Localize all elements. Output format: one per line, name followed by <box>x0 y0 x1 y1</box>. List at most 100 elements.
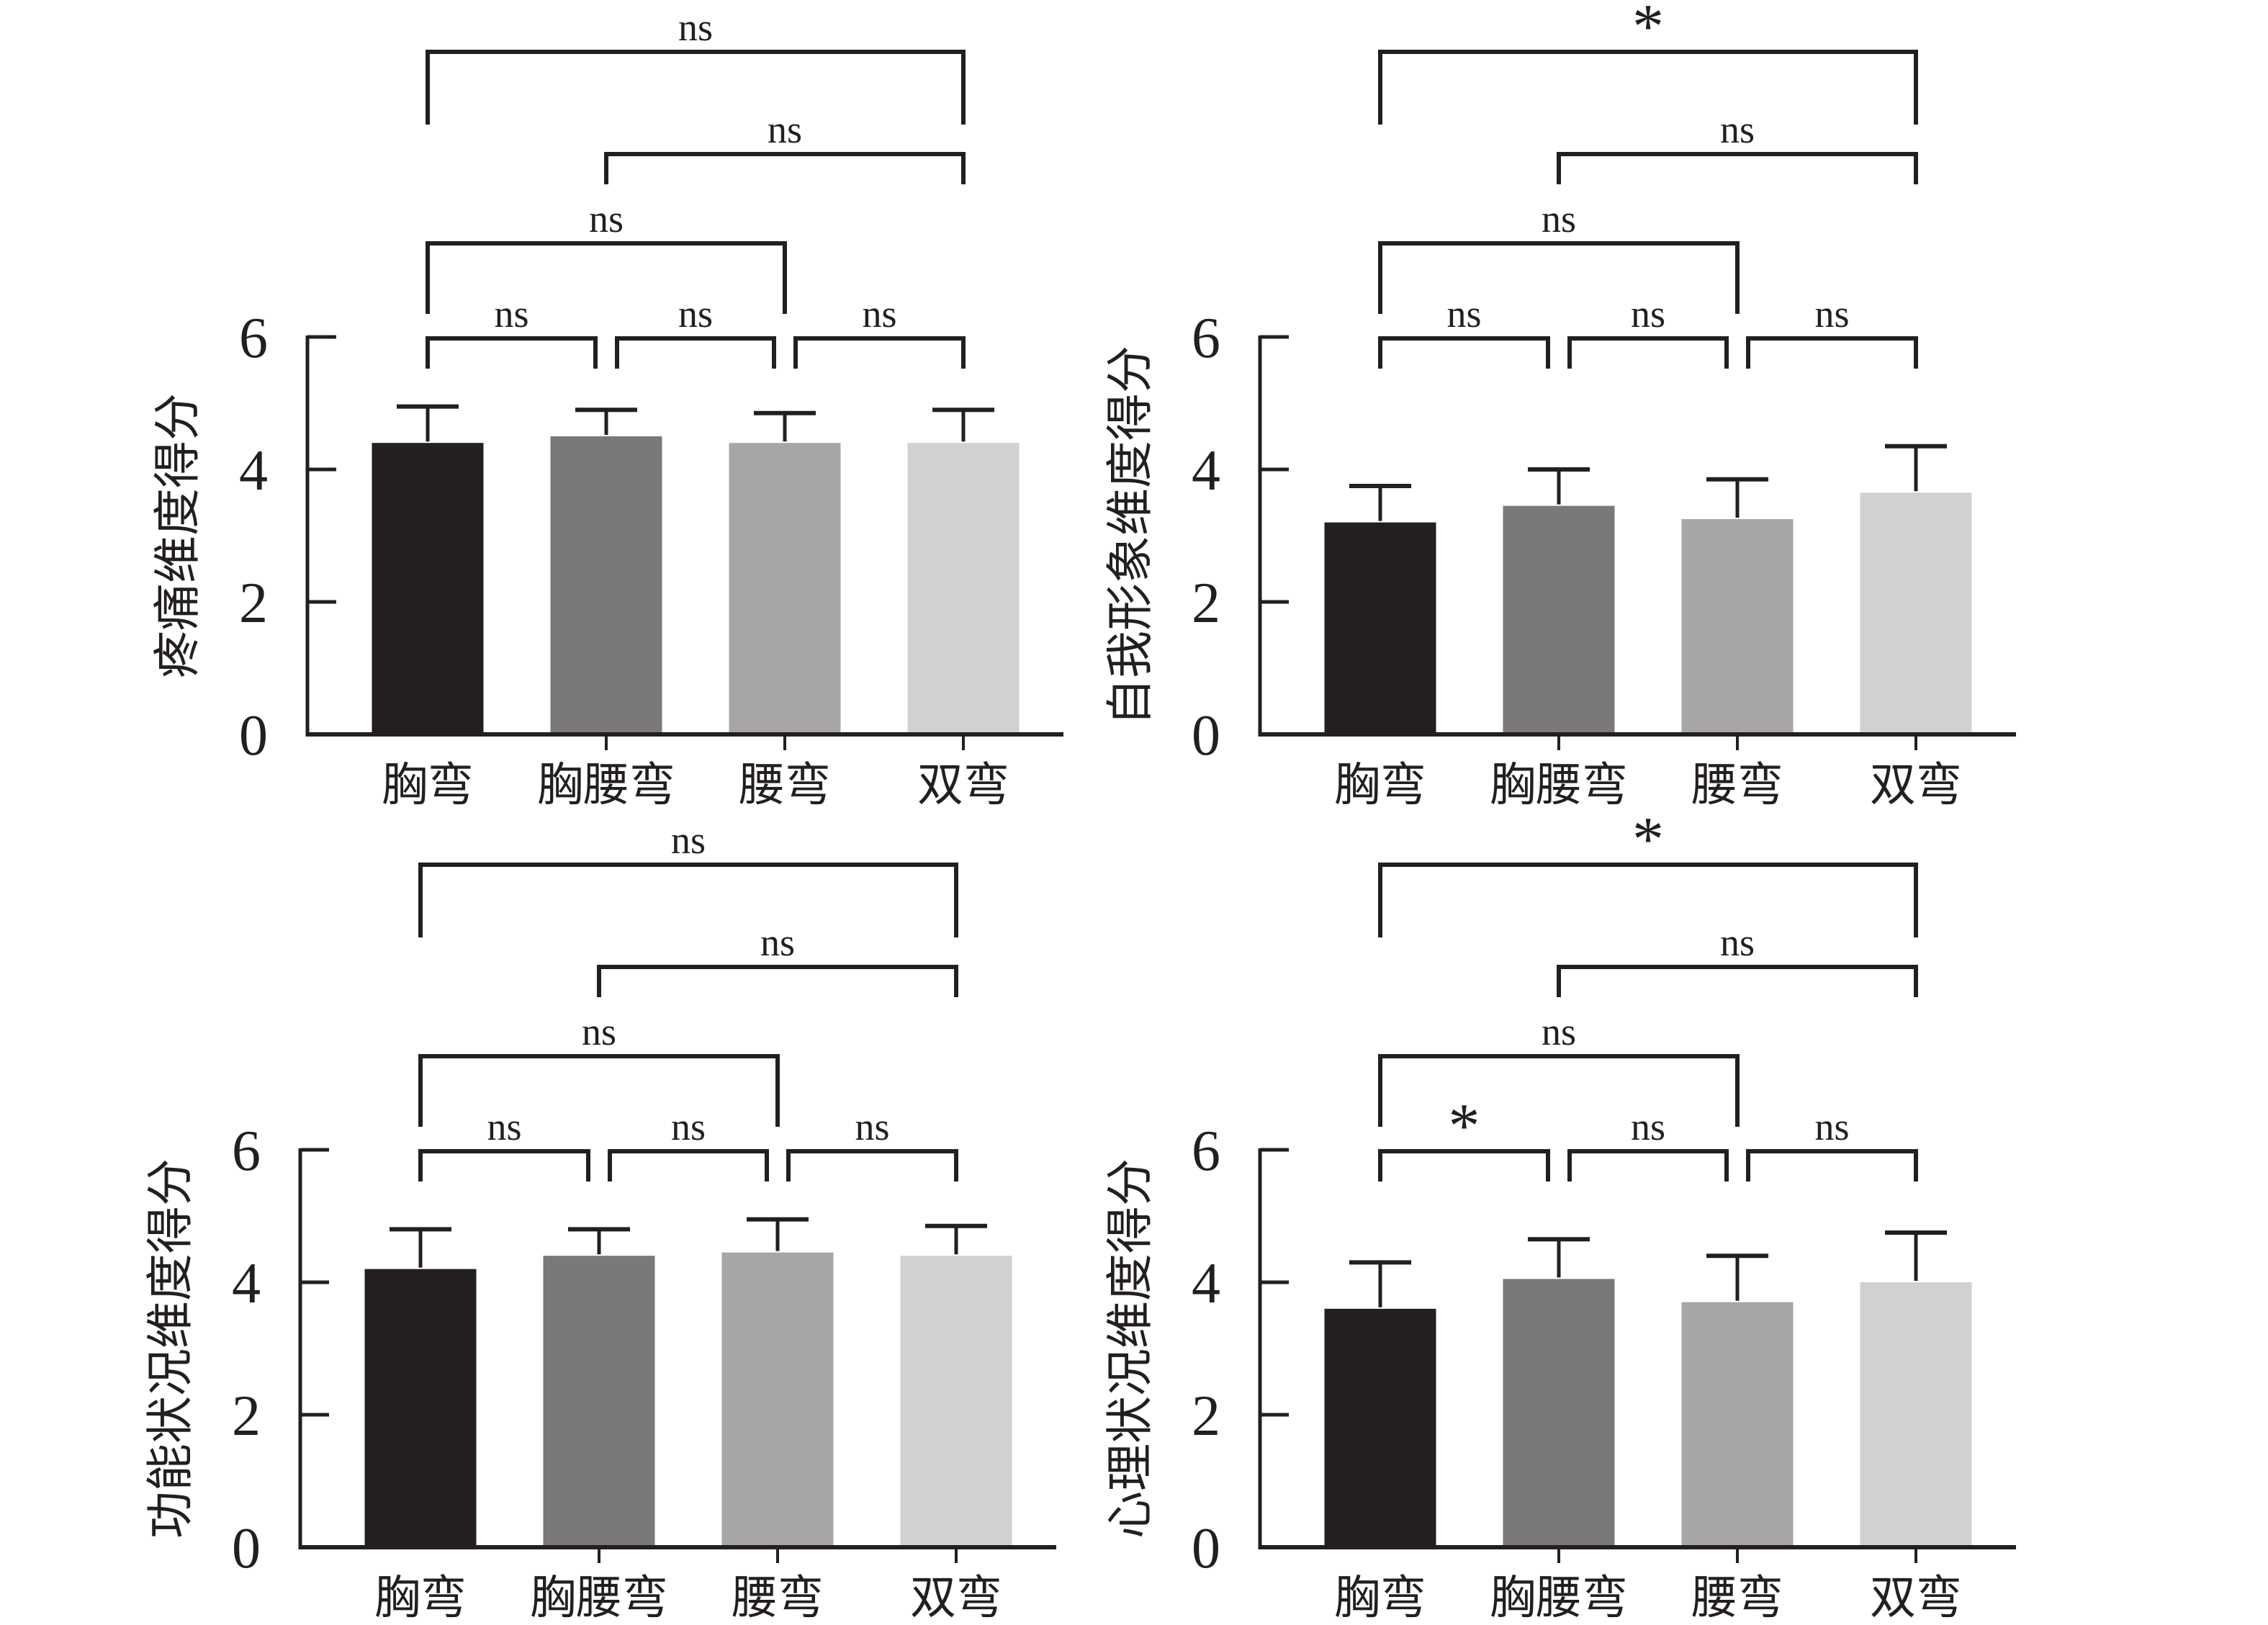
bar-胸弯 <box>1324 522 1436 734</box>
bar-腰弯 <box>721 1252 834 1547</box>
x-tick-label: 胸腰弯 <box>530 1572 668 1624</box>
significance-label: ns <box>1720 921 1755 964</box>
significance-label: ns <box>760 921 795 964</box>
x-tick-label: 双弯 <box>917 760 1009 811</box>
y-axis-title: 功能状况维度得分 <box>145 1158 197 1539</box>
x-tick-label: 腰弯 <box>1691 1572 1783 1624</box>
bar-胸弯 <box>1324 1308 1436 1547</box>
x-tick-label: 胸腰弯 <box>1490 1572 1628 1624</box>
significance-bracket <box>1557 152 1918 184</box>
significance-bracket <box>615 336 776 369</box>
significance-label: ns <box>1814 292 1849 336</box>
significance-label: ns <box>1631 292 1665 336</box>
y-tick-label: 4 <box>239 439 268 503</box>
significance-bracket <box>1378 50 1918 125</box>
significance-label: ns <box>589 197 624 240</box>
x-tick-label: 胸弯 <box>382 760 474 811</box>
significance-label: ns <box>855 1105 889 1148</box>
significance-label: ns <box>582 1010 616 1053</box>
significance-label: * <box>1449 1091 1480 1161</box>
x-tick-label: 双弯 <box>910 1572 1002 1624</box>
significance-bracket <box>1567 336 1729 369</box>
x-tick-label: 胸弯 <box>1334 760 1426 811</box>
y-tick-label: 6 <box>232 1120 261 1183</box>
significance-bracket <box>1557 965 1918 997</box>
y-tick-label: 6 <box>1192 1120 1220 1183</box>
x-tick-label: 胸弯 <box>374 1572 467 1624</box>
significance-label: * <box>1632 805 1664 875</box>
significance-label: ns <box>1631 1105 1665 1148</box>
bar-腰弯 <box>1681 1302 1794 1547</box>
bar-双弯 <box>1860 1282 1972 1547</box>
significance-label: ns <box>768 108 802 151</box>
x-tick-label: 腰弯 <box>732 1572 824 1624</box>
y-axis-title: 疼痛维度得分 <box>152 393 204 678</box>
significance-bracket <box>1378 863 1918 937</box>
x-tick-label: 双弯 <box>1870 1572 1962 1624</box>
bar-双弯 <box>907 443 1020 734</box>
y-tick-label: 0 <box>1192 704 1220 768</box>
bar-双弯 <box>1860 492 1972 734</box>
x-tick-label: 腰弯 <box>739 760 831 811</box>
bar-胸弯 <box>372 443 484 734</box>
chart-pain-dimension: 胸弯 胸腰弯 腰弯 双弯 0 2 4 6 疼痛维度得分 ns ns ns ns ns ns <box>152 6 1063 811</box>
significance-bracket <box>786 1149 958 1181</box>
y-tick-label: 0 <box>1192 1517 1220 1580</box>
significance-bracket <box>418 863 958 937</box>
significance-bracket <box>793 336 966 369</box>
y-tick-label: 2 <box>239 572 268 635</box>
significance-bracket <box>1567 1149 1729 1181</box>
significance-bracket <box>426 241 787 314</box>
significance-label: ns <box>671 1105 706 1148</box>
significance-bracket <box>1378 1054 1740 1127</box>
significance-label: ns <box>671 819 706 862</box>
chart-functional-status-dimension: 胸弯 胸腰弯 腰弯 双弯 0 2 4 6 功能状况维度得分 ns ns ns ns ns ns <box>145 819 1056 1624</box>
y-tick-label: 2 <box>1192 1385 1220 1448</box>
significance-label: ns <box>1720 108 1755 151</box>
y-axis-title: 自我形象维度得分 <box>1104 346 1157 726</box>
y-tick-label: 4 <box>1192 1252 1220 1315</box>
y-tick-label: 0 <box>232 1517 261 1580</box>
x-tick-label: 胸腰弯 <box>1490 760 1628 811</box>
significance-label: ns <box>678 6 713 49</box>
significance-bracket <box>426 336 598 369</box>
y-tick-label: 6 <box>239 307 268 370</box>
significance-bracket <box>1378 336 1550 369</box>
bar-双弯 <box>900 1256 1012 1547</box>
y-tick-label: 2 <box>232 1385 261 1448</box>
significance-label: ns <box>678 292 713 336</box>
x-tick-label: 双弯 <box>1870 760 1962 811</box>
significance-label: ns <box>1446 292 1481 336</box>
y-axis-title: 心理状况维度得分 <box>1104 1158 1157 1539</box>
x-tick-label: 腰弯 <box>1691 760 1783 811</box>
y-tick-label: 4 <box>1192 439 1220 503</box>
chart-self-image-dimension: 胸弯 胸腰弯 腰弯 双弯 0 2 4 6 自我形象维度得分 ns ns ns ns ns * <box>1104 0 2016 811</box>
significance-bracket <box>597 965 958 997</box>
significance-bracket <box>1746 1149 1918 1181</box>
significance-bracket <box>1378 241 1740 314</box>
bar-胸腰弯 <box>550 436 662 734</box>
bar-腰弯 <box>1681 519 1794 734</box>
significance-bracket <box>604 152 966 184</box>
significance-label: ns <box>487 1105 521 1148</box>
bar-胸腰弯 <box>543 1256 655 1547</box>
significance-bracket <box>418 1054 780 1127</box>
bar-胸弯 <box>364 1269 477 1547</box>
y-tick-label: 6 <box>1192 307 1220 370</box>
significance-bracket <box>1378 1149 1550 1181</box>
significance-label: * <box>1632 0 1664 62</box>
y-tick-label: 2 <box>1192 572 1220 635</box>
significance-bracket <box>418 1149 590 1181</box>
x-tick-label: 胸腰弯 <box>537 760 675 811</box>
significance-label: ns <box>1542 1010 1576 1053</box>
bar-胸腰弯 <box>1503 505 1615 734</box>
y-tick-label: 0 <box>239 704 268 768</box>
significance-bracket <box>608 1149 769 1181</box>
bar-腰弯 <box>729 443 841 734</box>
x-tick-label: 胸弯 <box>1334 1572 1426 1624</box>
significance-label: ns <box>494 292 528 336</box>
bar-胸腰弯 <box>1503 1279 1615 1547</box>
significance-label: ns <box>1814 1105 1849 1148</box>
significance-label: ns <box>1542 197 1576 240</box>
